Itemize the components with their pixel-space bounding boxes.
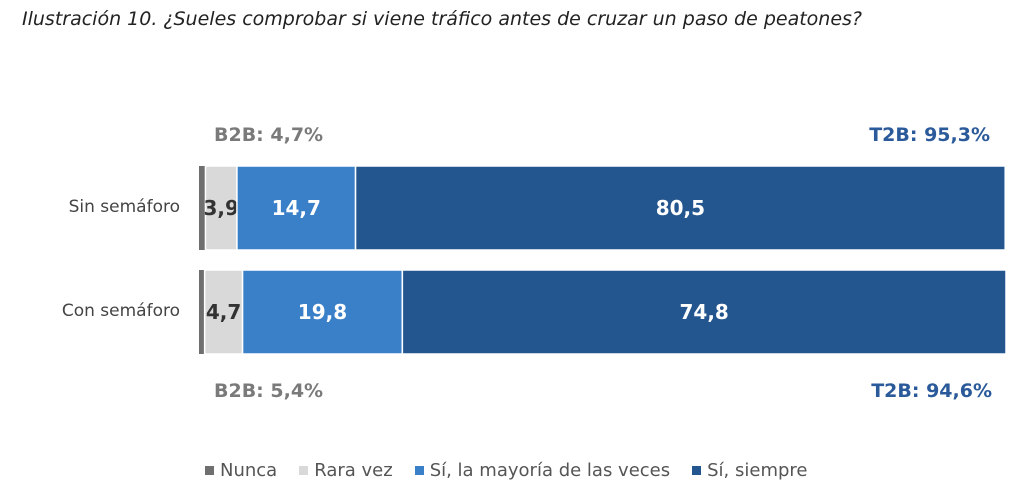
legend-swatch — [692, 466, 702, 475]
legend-label: Sí, la mayoría de las veces — [429, 460, 671, 481]
bar-segment — [204, 165, 238, 251]
legend-label: Rara vez — [314, 460, 393, 481]
legend-item: Nunca — [205, 460, 277, 481]
bar-segment — [401, 269, 1007, 355]
legend-item: Rara vez — [299, 460, 393, 481]
bar-segment — [203, 269, 244, 355]
data-label: 19,8 — [298, 300, 347, 324]
t2b-sin-semaforo: T2B: 95,3% — [869, 124, 990, 146]
legend-swatch — [205, 466, 214, 475]
bar-segment — [354, 165, 1006, 251]
legend: Nunca Rara vez Sí, la mayoría de las veces… — [205, 460, 808, 481]
data-label: 80,5 — [656, 196, 705, 220]
bar-segment — [241, 269, 404, 355]
legend-item: Sí, la mayoría de las veces — [414, 460, 671, 481]
legend-item: Sí, siempre — [692, 460, 808, 481]
b2b-sin-semaforo: B2B: 4,7% — [214, 124, 324, 146]
category-label: Con semáforo — [61, 301, 180, 321]
category-label: Sin semáforo — [68, 197, 180, 217]
bar-segment — [199, 270, 205, 354]
chart-title: Ilustración 10. ¿Sueles comprobar si vie… — [22, 8, 862, 30]
legend-label: Sí, siempre — [707, 460, 808, 481]
bar-segment — [236, 165, 357, 251]
bar-segment — [199, 166, 206, 250]
t2b-con-semaforo: T2B: 94,6% — [871, 380, 992, 402]
data-label: 4,7 — [206, 300, 241, 324]
b2b-con-semaforo: B2B: 5,4% — [214, 380, 324, 402]
data-label: 3,9 — [203, 196, 238, 220]
legend-label: Nunca — [220, 460, 278, 481]
legend-swatch — [414, 466, 424, 475]
data-label: 74,8 — [680, 300, 729, 324]
legend-swatch — [299, 466, 309, 475]
data-label: 14,7 — [272, 196, 321, 220]
